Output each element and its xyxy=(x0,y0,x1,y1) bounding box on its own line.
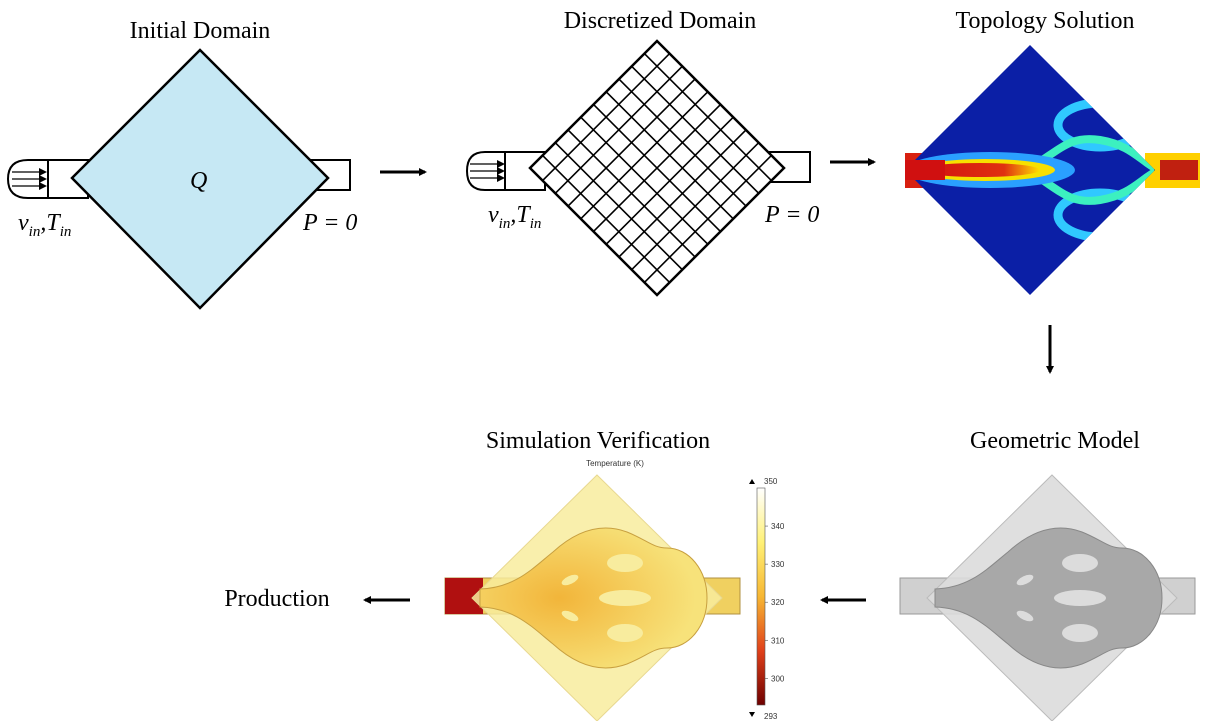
topology-solution: Topology Solution xyxy=(905,8,1200,295)
outlet-jet xyxy=(1160,160,1198,180)
colorbar-label: Temperature (K) xyxy=(586,459,644,468)
production-label: Production xyxy=(224,586,329,612)
colorbar-min: 293 xyxy=(764,712,778,721)
inlet-jet xyxy=(905,160,945,180)
heat-source: Q xyxy=(190,168,207,194)
channel-body xyxy=(480,528,707,668)
initial-domain: Initial Domain Q vin,Tin P = 0 xyxy=(8,18,357,308)
colorbar-tick-label: 320 xyxy=(771,598,785,607)
outlet-label: P = 0 xyxy=(302,210,357,236)
inlet-label: vin,Tin xyxy=(488,202,541,232)
discretized-domain: Discretized Domain vin,Tin P = 0 xyxy=(467,8,819,308)
panel-title: Geometric Model xyxy=(970,428,1140,454)
simulation-verification: Simulation Verification Temperature (K) … xyxy=(445,428,785,721)
colorbar-tick-label: 300 xyxy=(771,674,785,683)
colorbar-tick-label: 310 xyxy=(771,636,785,645)
panel-title: Discretized Domain xyxy=(564,8,757,34)
inlet-label: vin,Tin xyxy=(18,210,71,240)
geometric-model: Geometric Model xyxy=(900,428,1195,721)
diagram: Initial Domain Q vin,Tin P = 0 Discretiz… xyxy=(0,0,1205,721)
channel-body xyxy=(935,528,1162,668)
colorbar-tick-label: 330 xyxy=(771,560,785,569)
colorbar-tick-label: 340 xyxy=(771,522,785,531)
max-marker xyxy=(749,479,755,484)
outlet-label: P = 0 xyxy=(764,202,819,228)
colorbar-ticks: 350 293 340 330 320 310 300 xyxy=(749,477,785,721)
colorbar-max: 350 xyxy=(764,477,778,486)
colorbar xyxy=(757,488,765,705)
min-marker xyxy=(749,712,755,717)
panel-title: Topology Solution xyxy=(955,8,1134,34)
panel-title: Simulation Verification xyxy=(486,428,710,454)
panel-title: Initial Domain xyxy=(130,18,271,44)
